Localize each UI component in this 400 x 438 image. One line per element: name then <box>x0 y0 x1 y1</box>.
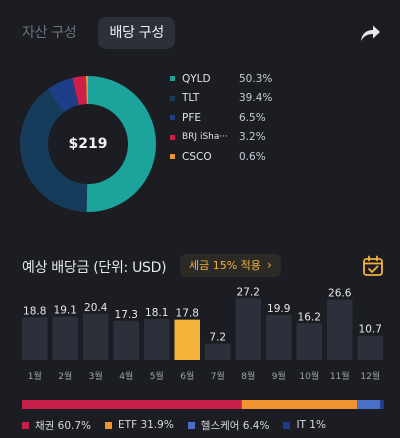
month-label: 6월 <box>180 370 194 382</box>
bar-11[interactable] <box>327 299 353 360</box>
dividend-donut-chart: $219 <box>20 76 156 212</box>
bar-value-label: 10.7 <box>359 324 382 336</box>
tax-chip-label: 세금 15% 적용 <box>189 259 261 272</box>
chevron-right-icon: › <box>266 258 272 272</box>
expected-dividend-title: 예상 배당금 (단위: USD) <box>22 260 167 276</box>
sector-segment-2 <box>241 400 358 409</box>
bar-value-label: 18.1 <box>145 307 168 319</box>
bar-value-label: 16.2 <box>298 311 321 323</box>
sector-legend-swatch <box>283 421 291 429</box>
sector-legend-swatch <box>187 421 195 429</box>
legend-swatch <box>170 134 175 140</box>
bar-3[interactable] <box>83 313 109 360</box>
bar-value-label: 19.1 <box>54 305 77 317</box>
legend-percentage: 50.3% <box>239 72 273 85</box>
month-label: 8월 <box>241 370 255 382</box>
tab-asset-composition[interactable]: 자산 구성 <box>22 25 77 41</box>
composition-legend: QYLD 50.3% TLT 39.4% PFE 6.5% BRJ iSha··· 3.2% C… <box>170 69 370 167</box>
bar-value-label: 26.6 <box>328 288 352 300</box>
legend-swatch <box>170 154 175 160</box>
sector-segment-3 <box>357 400 381 409</box>
bar-12[interactable] <box>357 335 384 360</box>
bar-6[interactable] <box>174 319 201 360</box>
legend-percentage: 6.5% <box>239 111 266 124</box>
month-label: 12월 <box>360 370 380 382</box>
calendar-check-icon[interactable] <box>362 255 384 277</box>
sector-legend-item: ETF 31.9% <box>105 419 174 431</box>
legend-ticker: CSCO <box>182 150 212 163</box>
legend-item: BRJ iSha··· 3.2% <box>170 128 370 148</box>
sector-legend-label: 채권 60.7% <box>35 419 92 432</box>
sector-legend-item: IT 1% <box>283 419 326 431</box>
donut-total-amount: $219 <box>68 136 108 152</box>
tab-dividend-composition[interactable]: 배당 구성 <box>98 17 175 49</box>
legend-ticker: BRJ iSha··· <box>182 132 228 143</box>
month-label: 1월 <box>28 370 42 382</box>
legend-percentage: 0.6% <box>239 150 266 163</box>
bar-value-label: 27.2 <box>237 286 260 298</box>
bar-5[interactable] <box>144 318 170 360</box>
legend-item: CSCO 0.6% <box>170 147 370 167</box>
legend-percentage: 39.4% <box>239 92 273 105</box>
month-label: 4월 <box>119 370 133 382</box>
bar-4[interactable] <box>113 320 140 360</box>
month-label: 2월 <box>58 370 72 382</box>
sector-legend-label: ETF 31.9% <box>118 419 174 431</box>
legend-ticker: PFE <box>182 111 202 124</box>
month-label: 9월 <box>272 370 286 382</box>
sector-legend-swatch <box>22 421 29 429</box>
sector-segment-4 <box>380 400 384 409</box>
month-label: 11월 <box>330 370 350 382</box>
bar-1[interactable] <box>22 317 48 360</box>
legend-swatch <box>170 76 175 82</box>
legend-ticker: TLT <box>182 92 200 105</box>
donut-segment-csco <box>20 76 156 212</box>
sector-segment-1 <box>22 400 242 409</box>
share-arrow-icon[interactable] <box>358 22 382 44</box>
sector-legend-item: 채권 60.7% <box>22 418 91 433</box>
sector-legend-swatch <box>105 421 113 429</box>
legend-swatch <box>170 115 175 121</box>
legend-percentage: 3.2% <box>239 131 266 144</box>
sector-legend-label: 헬스케어 6.4% <box>200 419 270 432</box>
bar-value-label: 17.3 <box>115 309 138 321</box>
monthly-dividend-bar-chart: 18.8 1월 19.1 2월 20.4 3월 17.3 4월 18.1 5월 17.8 6월 7.2 7… <box>22 286 384 382</box>
tab-bar: 자산 구성 배당 구성 <box>22 17 175 49</box>
legend-item: PFE 6.5% <box>170 108 370 128</box>
bar-9[interactable] <box>266 314 292 360</box>
bar-value-label: 19.9 <box>267 303 290 315</box>
bar-8[interactable] <box>235 298 262 360</box>
bar-value-label: 20.4 <box>84 302 108 314</box>
sector-legend: 채권 60.7% ETF 31.9% 헬스케어 6.4% IT 1% <box>22 418 340 432</box>
bar-2[interactable] <box>52 316 79 360</box>
month-label: 7월 <box>211 370 225 382</box>
sector-legend-label: IT 1% <box>296 419 326 431</box>
legend-item: QYLD 50.3% <box>170 69 370 89</box>
bar-value-label: 18.8 <box>23 305 46 317</box>
bar-value-label: 7.2 <box>209 332 226 344</box>
legend-swatch <box>170 95 175 101</box>
sector-legend-item: 헬스케어 6.4% <box>187 418 270 433</box>
bar-value-label: 17.8 <box>176 308 199 320</box>
tax-applied-chip[interactable]: 세금 15% 적용 › <box>180 254 281 277</box>
sector-ratio-bar <box>22 400 384 409</box>
month-label: 10월 <box>299 370 319 382</box>
donut-segment-tlt <box>20 76 156 212</box>
legend-item: TLT 39.4% <box>170 89 370 109</box>
bar-7[interactable] <box>205 343 231 360</box>
month-label: 5월 <box>150 370 164 382</box>
legend-ticker: QYLD <box>182 72 211 85</box>
month-label: 3월 <box>89 370 103 382</box>
bar-10[interactable] <box>296 323 323 360</box>
